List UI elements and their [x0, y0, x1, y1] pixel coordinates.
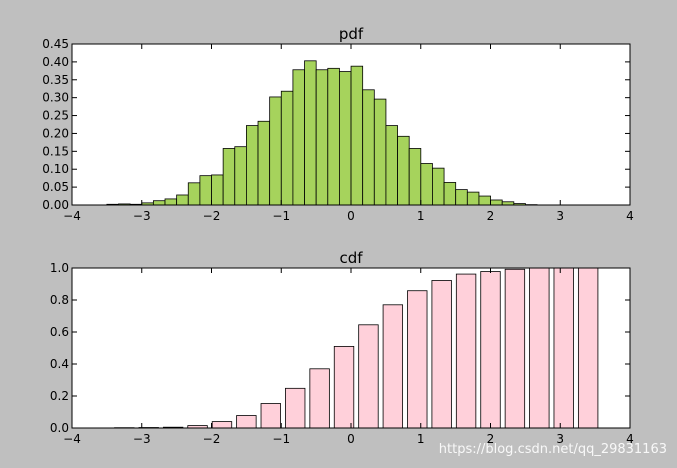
watermark: https://blog.csdn.net/qq_29831163	[439, 442, 667, 457]
x-tick-label: 1	[417, 432, 425, 446]
y-tick-label: 0.25	[42, 109, 69, 123]
bar	[152, 200, 166, 206]
bar	[333, 345, 355, 429]
bar	[480, 271, 501, 429]
bar	[407, 290, 428, 429]
x-tick-label: 2	[487, 432, 495, 446]
bar	[211, 174, 224, 206]
bar	[362, 89, 375, 206]
bar	[350, 65, 364, 206]
bar	[577, 267, 599, 429]
bar	[432, 167, 445, 206]
bar	[553, 267, 574, 429]
bar	[443, 182, 457, 206]
x-tick-label: −1	[272, 432, 290, 446]
bar	[385, 125, 398, 206]
bar	[257, 120, 271, 206]
bar	[431, 280, 452, 429]
bar	[315, 69, 329, 206]
cdf-plot: −4 −3 −2 −1 0 1 2 3 4 0.0 0.2 0.4 0.6 0.8 1.0 cdf	[50, 249, 634, 446]
y-tick-label: 0.00	[42, 198, 69, 212]
bar	[304, 60, 317, 206]
bar	[373, 98, 387, 206]
x-tick-label: −2	[203, 432, 221, 446]
bar	[164, 198, 178, 206]
x-tick-label: −3	[133, 209, 151, 223]
y-tick-label: 0.2	[50, 389, 69, 403]
bar	[504, 268, 526, 429]
bar	[176, 194, 189, 206]
y-tick-label: 0.4	[50, 357, 69, 371]
bar	[211, 421, 233, 429]
bar	[339, 71, 352, 206]
x-tick-label: 0	[347, 432, 355, 446]
bar	[327, 67, 340, 206]
bar	[478, 195, 491, 206]
chart-title: pdf	[339, 25, 364, 43]
x-tick-label: 0	[347, 209, 355, 223]
x-tick-label: 4	[626, 432, 634, 446]
y-tick-label: 0.6	[50, 325, 69, 339]
x-tick-label: 1	[417, 209, 425, 223]
y-tick-label: 0.8	[50, 293, 69, 307]
bar	[199, 175, 212, 206]
bar	[292, 69, 305, 206]
x-tick-label: −4	[63, 432, 81, 446]
bar	[382, 304, 404, 429]
y-tick-label: 1.0	[50, 261, 69, 275]
bar	[260, 403, 281, 429]
bar	[455, 189, 468, 206]
chart-title: cdf	[339, 249, 363, 267]
y-tick-label: 0.15	[42, 144, 69, 158]
bar	[285, 387, 306, 429]
y-tick-label: 0.35	[42, 73, 69, 87]
x-tick-label: 2	[487, 209, 495, 223]
y-tick-label: 0.10	[42, 162, 69, 176]
y-tick-label: 0.05	[42, 180, 69, 194]
x-tick-label: 4	[626, 209, 634, 223]
bar	[358, 324, 379, 429]
bar	[455, 273, 477, 429]
y-tick-label: 0.30	[42, 91, 69, 105]
bar	[234, 146, 247, 206]
y-tick-label: 0.45	[42, 37, 69, 51]
x-tick-label: −1	[272, 209, 290, 223]
pdf-plot: −4 −3 −2 −1 0 1 2 3 4 0.00 0.05 0.10 0.15 0.20 0.25 0.3…	[42, 25, 634, 223]
bar	[466, 191, 480, 206]
x-tick-label: −2	[203, 209, 221, 223]
x-tick-label: −3	[133, 432, 151, 446]
bar	[222, 148, 236, 206]
bar	[397, 135, 410, 206]
y-tick-label: 0.0	[50, 421, 69, 435]
bar	[280, 90, 294, 206]
bar	[309, 368, 330, 429]
bar	[236, 415, 257, 429]
bar	[246, 125, 259, 206]
y-tick-label: 0.20	[42, 126, 69, 140]
bar	[187, 182, 201, 206]
bar	[408, 148, 422, 206]
bar	[420, 163, 433, 206]
y-tick-label: 0.40	[42, 55, 69, 69]
bar	[490, 199, 503, 206]
bar	[269, 96, 282, 206]
bar	[529, 267, 550, 429]
x-tick-label: 3	[556, 432, 564, 446]
x-tick-label: 3	[556, 209, 564, 223]
x-tick-label: −4	[63, 209, 81, 223]
